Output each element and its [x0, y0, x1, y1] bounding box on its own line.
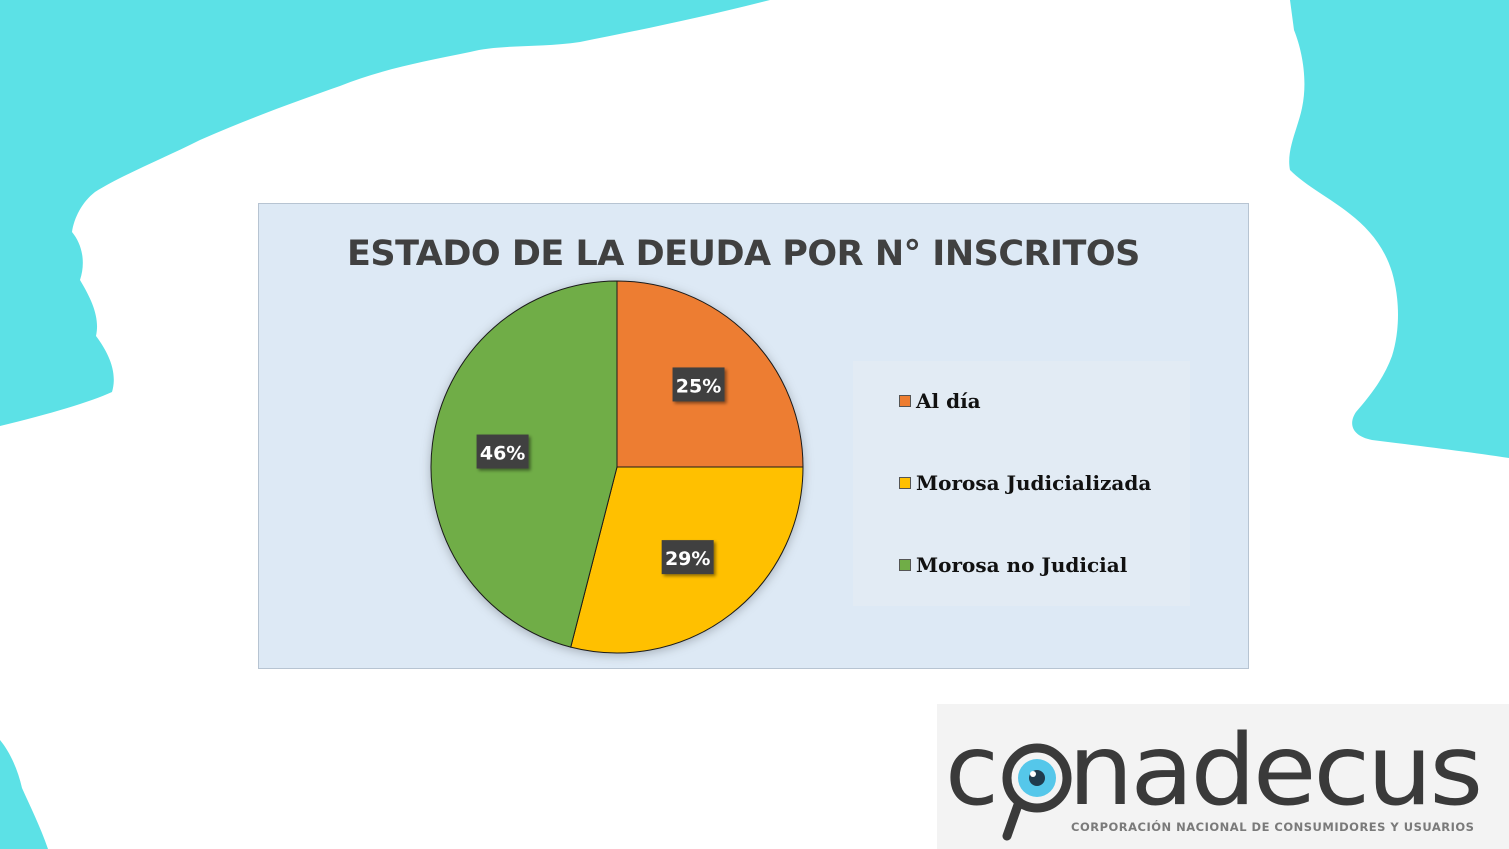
conadecus-logo: c nadecus CORPORACIÓN NACIONAL DE CONSUM… [937, 704, 1509, 849]
magnifier-eye-icon [1002, 743, 1072, 841]
data-label-1: 25% [672, 367, 725, 402]
pie-chart: 25% 29% 46% [430, 280, 804, 654]
data-label-2: 29% [661, 540, 714, 575]
legend-label: Al día [916, 389, 981, 413]
legend-label: Morosa Judicializada [916, 471, 1152, 495]
data-label-text: 29% [665, 548, 710, 570]
data-label-text: 46% [480, 443, 525, 465]
data-label-box [672, 367, 725, 402]
data-label-3: 46% [476, 434, 529, 469]
legend-swatch [899, 559, 911, 571]
logo-wordmark: nadecus [1068, 714, 1480, 828]
legend-item-morosa-no-judicial: Morosa no Judicial [899, 553, 1127, 577]
right-brush-stroke [1289, 0, 1509, 458]
logo-wordmark-c: c [945, 714, 997, 828]
top-brush-stroke [0, 0, 770, 426]
chart-panel: 25% 29% 46% ESTADO DE LA DEUDA POR N° INSC… [258, 203, 1249, 669]
logo-tagline: CORPORACIÓN NACIONAL DE CONSUMIDORES Y U… [1071, 820, 1475, 834]
data-label-box [661, 540, 714, 575]
chart-title: ESTADO DE LA DEUDA POR N° INSCRITOS [347, 234, 1140, 274]
data-label-box [476, 434, 529, 469]
bottom-left-brush-stroke [0, 740, 48, 849]
legend-swatch [899, 395, 911, 407]
legend-item-al-dia: Al día [899, 389, 981, 413]
legend-item-morosa-judicializada: Morosa Judicializada [899, 471, 1151, 495]
legend-label: Morosa no Judicial [916, 553, 1128, 577]
data-label-text: 25% [676, 375, 721, 397]
legend-swatch [899, 477, 911, 489]
logo-graphic: c nadecus [945, 714, 1483, 841]
chart-legend: Al día Morosa Judicializada Morosa no Ju… [853, 361, 1190, 606]
